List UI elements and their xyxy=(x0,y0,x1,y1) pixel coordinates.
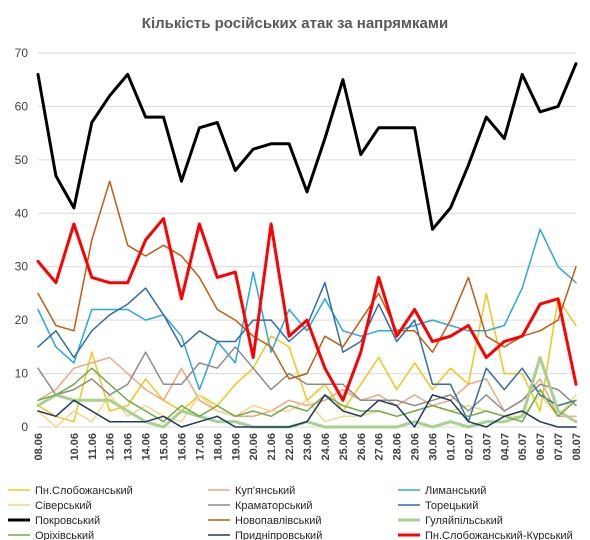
x-tick-label: 28.06 xyxy=(392,433,404,461)
x-tick-label: 14.06 xyxy=(141,433,153,461)
y-tick-label: 70 xyxy=(15,46,29,60)
legend-label: Краматорський xyxy=(235,500,313,512)
legend-label: Пн.Слобожанський xyxy=(35,485,133,497)
x-axis: 08.06 10.06 11.06 12.06 13.06 14.06 15.06 16.06… xyxy=(33,433,583,461)
series-line xyxy=(37,228,577,391)
grid-lines xyxy=(38,52,576,428)
x-tick-label: 06.07 xyxy=(535,433,547,461)
series-line xyxy=(37,346,577,412)
x-tick-label: 12.06 xyxy=(105,433,117,461)
x-tick-label: 27.06 xyxy=(374,433,386,461)
x-tick-label: 24.06 xyxy=(320,433,332,461)
x-tick-label: 22.06 xyxy=(284,433,296,461)
legend-label: Гуляйпільський xyxy=(425,515,503,527)
legend-label: Покровський xyxy=(35,515,100,527)
x-tick-label: 13.06 xyxy=(123,433,135,461)
x-tick-label: 11.06 xyxy=(87,433,99,460)
y-tick-label: 30 xyxy=(15,260,29,274)
series-line xyxy=(37,281,577,423)
x-tick-label: 16.06 xyxy=(176,433,188,461)
x-tick-label: 01.07 xyxy=(445,433,457,461)
x-tick-label: 02.07 xyxy=(463,433,475,461)
x-tick-label: 08.07 xyxy=(571,433,583,461)
y-tick-label: 50 xyxy=(15,153,29,167)
chart-title: Кількість російських атак за напрямками xyxy=(142,15,448,32)
x-tick-label: 18.06 xyxy=(212,433,224,461)
series-line xyxy=(36,217,578,402)
series-line xyxy=(37,180,577,380)
legend-label: Придніпровський xyxy=(235,530,322,540)
series-lines xyxy=(36,62,578,429)
legend-label: Торецький xyxy=(425,500,478,512)
legend: Пн.Слобожанський Куп'янський Лиманський Сів… xyxy=(8,485,573,540)
legend-label: Сіверський xyxy=(35,500,92,512)
x-tick-label: 17.06 xyxy=(194,433,206,461)
x-tick-label: 20.06 xyxy=(248,433,260,461)
x-tick-label: 05.07 xyxy=(517,433,529,461)
legend-label: Оріхівський xyxy=(35,530,94,540)
y-tick-label: 10 xyxy=(15,367,29,381)
x-tick-label: 26.06 xyxy=(356,433,368,461)
series-line xyxy=(37,394,577,428)
x-tick-label: 21.06 xyxy=(266,433,278,461)
x-tick-label: 03.07 xyxy=(481,433,493,461)
x-tick-label: 29.06 xyxy=(410,433,422,461)
y-tick-label: 40 xyxy=(15,206,29,220)
x-tick-label: 19.06 xyxy=(230,433,242,461)
x-tick-label: 08.06 xyxy=(33,433,45,461)
x-tick-label: 10.06 xyxy=(69,433,81,461)
x-tick-label: 25.06 xyxy=(338,433,350,461)
x-tick-label: 04.07 xyxy=(499,433,511,461)
legend-label: Пн.Слобожанський-Курський xyxy=(425,530,573,540)
legend-label: Куп'янський xyxy=(235,485,295,497)
y-tick-label: 60 xyxy=(15,99,29,113)
legend-label: Новопавлівський xyxy=(235,515,321,527)
x-tick-label: 23.06 xyxy=(302,433,314,461)
x-tick-label: 15.06 xyxy=(159,433,171,461)
y-tick-label: 20 xyxy=(15,313,29,327)
y-axis: 0 10 20 30 40 50 60 70 xyxy=(15,46,29,434)
x-tick-label: 30.06 xyxy=(428,433,440,461)
series-line xyxy=(36,62,578,231)
y-tick-label: 0 xyxy=(21,420,28,434)
series-line xyxy=(37,356,577,418)
x-tick-label: 07.07 xyxy=(553,433,565,461)
series-line xyxy=(37,367,577,423)
legend-label: Лиманський xyxy=(425,485,486,497)
